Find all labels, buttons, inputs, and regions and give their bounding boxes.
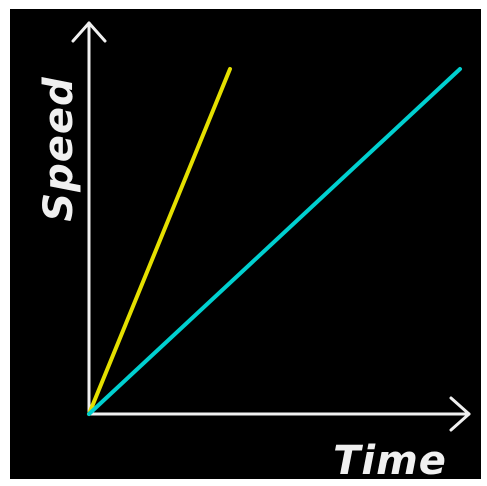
axes <box>71 21 471 432</box>
x-axis-arrowhead <box>449 396 471 432</box>
speed-time-chart: Speed Time <box>36 21 471 479</box>
series-layer <box>87 67 462 416</box>
series-line-1 <box>87 67 232 416</box>
chart-frame: Speed Time <box>10 9 481 479</box>
y-axis-arrowhead <box>71 21 107 43</box>
x-axis-label: Time <box>333 438 447 479</box>
series-line-2 <box>87 67 462 416</box>
y-axis-label: Speed <box>36 76 82 221</box>
